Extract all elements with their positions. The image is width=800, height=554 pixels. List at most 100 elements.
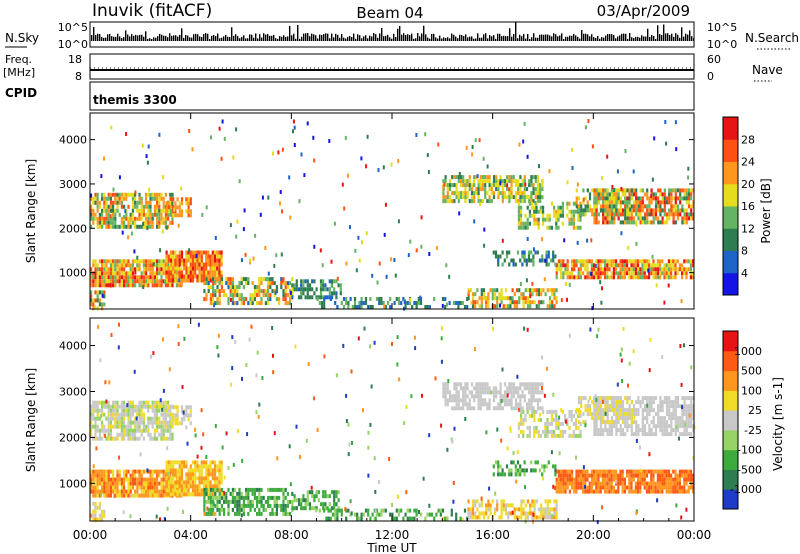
echo-cell bbox=[542, 213, 545, 218]
echo-cell bbox=[579, 433, 582, 438]
echo-cell bbox=[539, 183, 542, 188]
nsky-bar bbox=[463, 36, 465, 41]
echo-cell bbox=[140, 212, 143, 217]
echo-cell bbox=[665, 396, 669, 401]
echo-cell bbox=[198, 254, 201, 259]
echo-cell bbox=[127, 204, 130, 209]
echo-cell bbox=[196, 484, 199, 489]
echo-cell bbox=[533, 409, 536, 414]
echo-cell bbox=[131, 200, 134, 205]
echo-cell bbox=[297, 498, 301, 503]
echo-cell bbox=[365, 231, 368, 236]
echo-cell bbox=[140, 208, 143, 213]
echo-cell bbox=[194, 484, 197, 489]
nsky-bar bbox=[213, 34, 215, 41]
echo-cell bbox=[511, 300, 514, 305]
echo-cell bbox=[282, 281, 285, 286]
echo-cell bbox=[94, 513, 97, 518]
echo-cell bbox=[492, 183, 496, 188]
echo-cell bbox=[183, 488, 186, 493]
echo-cell bbox=[149, 267, 152, 272]
echo-cell bbox=[116, 208, 119, 213]
echo-cell bbox=[147, 400, 150, 405]
echo-cell bbox=[142, 489, 145, 494]
echo-cell bbox=[173, 271, 176, 276]
echo-cell bbox=[103, 204, 106, 209]
echo-cell bbox=[590, 238, 593, 243]
echo-cell bbox=[674, 192, 677, 197]
echo-cell bbox=[116, 420, 119, 425]
echo-cell bbox=[278, 297, 281, 302]
nsky-bar bbox=[477, 33, 479, 41]
echo-cell bbox=[240, 297, 243, 302]
echo-cell bbox=[180, 472, 184, 477]
echo-cell bbox=[650, 400, 653, 405]
echo-cell bbox=[674, 271, 677, 276]
echo-cell bbox=[322, 506, 325, 511]
echo-cell bbox=[446, 199, 449, 204]
echo-cell bbox=[455, 402, 458, 407]
echo-cell bbox=[545, 262, 548, 267]
echo-cell bbox=[378, 301, 381, 305]
echo-cell bbox=[613, 208, 616, 213]
echo-cell bbox=[630, 263, 633, 268]
echo-cell bbox=[225, 281, 228, 286]
echo-cell bbox=[479, 394, 482, 399]
echo-cell bbox=[136, 489, 139, 494]
echo-cell bbox=[617, 408, 620, 413]
echo-cell bbox=[517, 209, 520, 214]
echo-cell bbox=[536, 191, 540, 196]
echo-cell bbox=[604, 267, 607, 272]
echo-cell bbox=[149, 436, 152, 441]
nsky-bar bbox=[601, 37, 603, 41]
echo-cell bbox=[661, 200, 664, 205]
echo-cell bbox=[194, 262, 197, 267]
echo-cell bbox=[528, 209, 531, 214]
echo-cell bbox=[134, 424, 137, 429]
echo-cell bbox=[512, 394, 515, 399]
echo-cell bbox=[286, 293, 289, 298]
echo-cell bbox=[532, 187, 535, 192]
echo-cell bbox=[118, 412, 121, 417]
echo-cell bbox=[251, 281, 254, 286]
echo-cell bbox=[519, 183, 522, 188]
echo-cell bbox=[533, 515, 536, 520]
echo-cell bbox=[209, 258, 212, 263]
echo-cell bbox=[643, 216, 647, 221]
echo-cell bbox=[621, 432, 625, 437]
echo-cell bbox=[557, 425, 560, 430]
echo-cell bbox=[670, 275, 673, 280]
echo-cell bbox=[541, 237, 544, 242]
echo-cell bbox=[474, 511, 477, 516]
echo-cell bbox=[220, 250, 223, 255]
nsky-bar bbox=[241, 36, 243, 41]
echo-cell bbox=[509, 503, 512, 508]
echo-cell bbox=[541, 183, 544, 188]
echo-cell bbox=[663, 424, 666, 429]
echo-cell bbox=[545, 254, 548, 259]
echo-cell bbox=[628, 271, 631, 276]
echo-cell bbox=[674, 200, 677, 205]
echo-cell bbox=[676, 400, 680, 405]
echo-cell bbox=[210, 135, 212, 140]
echo-cell bbox=[167, 428, 170, 433]
echo-cell bbox=[486, 164, 489, 169]
echo-cell bbox=[131, 408, 134, 413]
echo-cell bbox=[667, 275, 670, 280]
echo-cell bbox=[94, 212, 97, 217]
echo-cell bbox=[397, 508, 401, 513]
echo-cell bbox=[586, 200, 589, 205]
echo-cell bbox=[455, 191, 458, 196]
echo-cell bbox=[125, 212, 128, 217]
echo-cell bbox=[628, 275, 631, 280]
echo-cell bbox=[258, 289, 261, 294]
echo-cell bbox=[101, 436, 104, 441]
nsky-bar bbox=[327, 33, 329, 41]
echo-cell bbox=[180, 201, 184, 206]
echo-cell bbox=[145, 428, 148, 433]
echo-cell bbox=[278, 495, 281, 500]
echo-cell bbox=[573, 275, 576, 280]
echo-cell bbox=[105, 267, 108, 272]
echo-cell bbox=[242, 277, 245, 282]
nsky-bar bbox=[97, 33, 99, 41]
